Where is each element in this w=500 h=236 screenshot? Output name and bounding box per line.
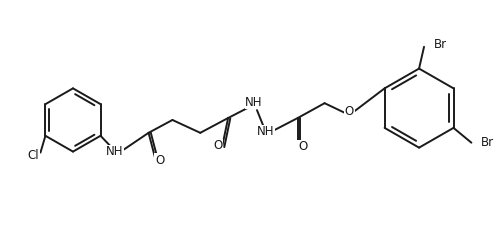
Text: Cl: Cl bbox=[28, 149, 40, 162]
Text: O: O bbox=[345, 105, 354, 118]
Text: Br: Br bbox=[482, 136, 494, 149]
Text: Br: Br bbox=[434, 38, 447, 51]
Text: O: O bbox=[298, 140, 308, 153]
Text: O: O bbox=[214, 139, 223, 152]
Text: O: O bbox=[155, 154, 164, 167]
Text: NH: NH bbox=[245, 96, 262, 109]
Text: NH: NH bbox=[106, 145, 124, 158]
Text: NH: NH bbox=[257, 125, 274, 138]
